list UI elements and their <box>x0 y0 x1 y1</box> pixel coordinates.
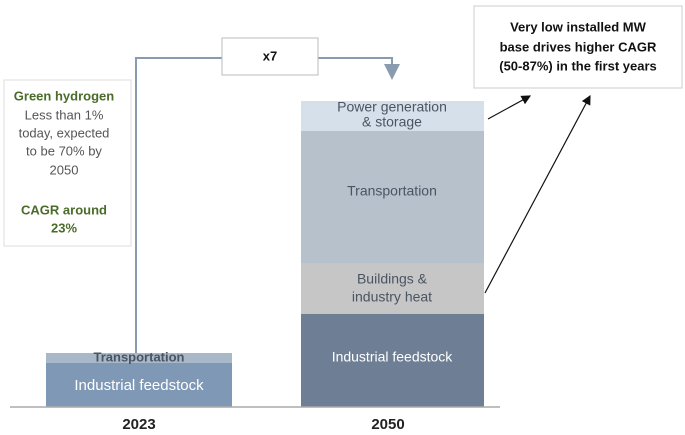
segment <box>46 353 232 363</box>
segment <box>301 263 484 314</box>
segment-label: Industrial feedstock <box>74 377 204 394</box>
segment-label: Buildings & <box>357 271 428 287</box>
note-cagr: 23% <box>51 220 77 235</box>
segment-label: Industrial feedstock <box>332 349 454 365</box>
segment-label: Transportation <box>93 349 184 364</box>
note-line: (50-87%) in the first years <box>499 58 657 73</box>
segment <box>301 131 484 263</box>
note-line: to be 70% by <box>26 143 102 158</box>
segment-label: & storage <box>362 114 422 130</box>
arrow <box>484 94 591 294</box>
year-label: 2050 <box>371 416 404 433</box>
arrow <box>487 95 532 120</box>
note-title: Green hydrogen <box>14 88 114 103</box>
segment-label: Transportation <box>347 183 437 199</box>
right-note <box>473 5 683 89</box>
note-cagr: CAGR around <box>21 202 107 217</box>
note-line: Less than 1% <box>25 107 104 122</box>
note-line: Very low installed MW <box>510 19 647 34</box>
segment <box>46 363 232 407</box>
note-line: 2050 <box>50 162 79 177</box>
segment <box>301 101 484 131</box>
ratio-box <box>221 37 319 76</box>
segment-label: industry heat <box>352 289 432 305</box>
segment <box>301 314 484 407</box>
note-line: base drives higher CAGR <box>500 39 657 54</box>
year-label: 2023 <box>122 416 155 433</box>
segment-label: Power generation <box>337 99 447 115</box>
ratio-label: x7 <box>263 48 277 63</box>
note-line: today, expected <box>19 125 110 140</box>
left-note <box>3 79 132 247</box>
